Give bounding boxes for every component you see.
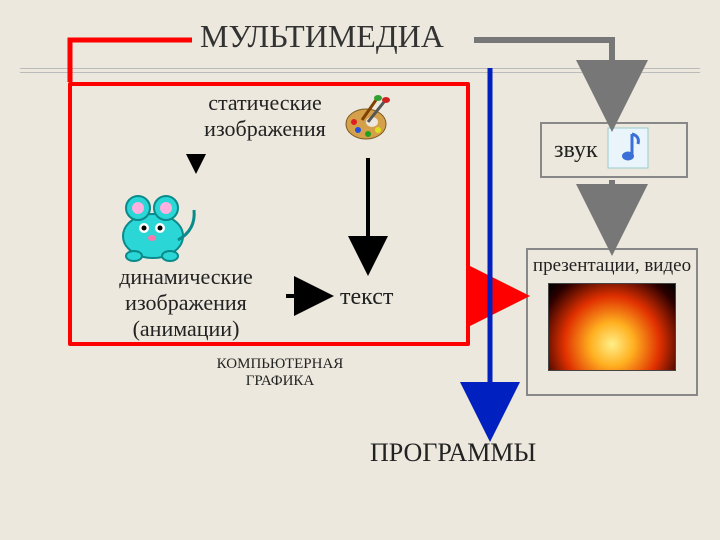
programs-label: ПРОГРАММЫ xyxy=(370,438,536,468)
sound-label: звук xyxy=(554,137,598,164)
presentations-video-label: презентации, видео xyxy=(528,256,696,277)
music-note-icon xyxy=(606,126,650,175)
dynamic-images-label: динамические изображения (анимации) xyxy=(86,264,286,342)
sound-box: звук xyxy=(540,122,688,178)
palette-icon xyxy=(342,94,392,144)
graphics-subtitle: КОМПЬЮТЕРНАЯ ГРАФИКА xyxy=(190,356,370,390)
page-title: МУЛЬТИМЕДИА xyxy=(200,18,444,55)
divider xyxy=(20,68,700,69)
text-label: текст xyxy=(340,284,393,311)
divider xyxy=(20,72,700,73)
static-images-label: статические изображения xyxy=(190,90,340,142)
mouse-icon xyxy=(108,190,198,270)
fireplace-icon xyxy=(548,283,676,371)
presentations-video-box: презентации, видео xyxy=(526,248,698,396)
